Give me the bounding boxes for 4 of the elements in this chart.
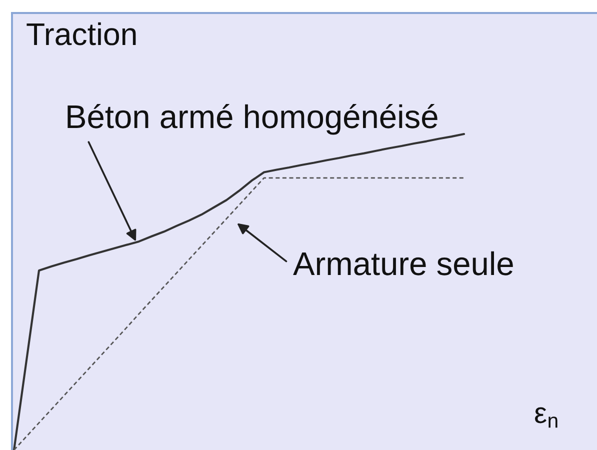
x-axis-title: ε$_{n}$ [535, 407, 558, 428]
series-label: Béton armé homogénéisé [68, 104, 438, 135]
text: Armature seule [293, 251, 513, 276]
y-axis-title: Traction [26, 22, 136, 46]
